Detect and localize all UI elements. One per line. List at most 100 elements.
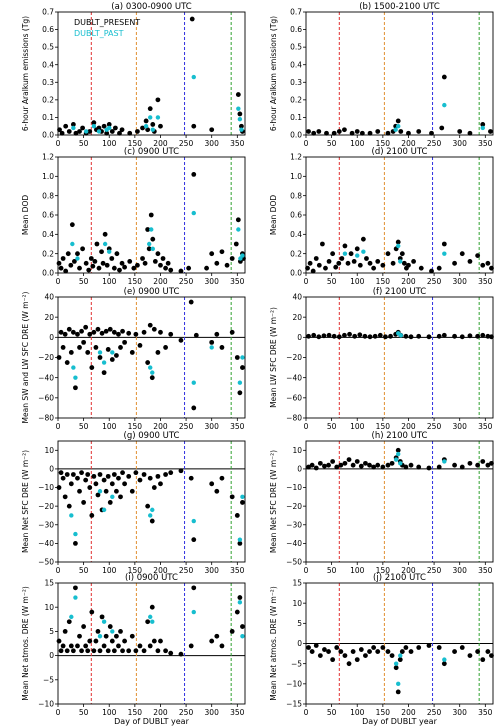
point-present bbox=[457, 129, 463, 134]
point-past bbox=[71, 365, 76, 370]
point-present bbox=[101, 477, 107, 483]
point-present bbox=[385, 251, 391, 257]
point-present bbox=[133, 470, 139, 476]
point-present bbox=[426, 334, 432, 340]
x-tick-label: 350 bbox=[478, 277, 493, 286]
y-tick-label: 0.4 bbox=[42, 60, 54, 69]
point-present bbox=[377, 332, 383, 338]
x-tick-label: 300 bbox=[205, 566, 220, 575]
point-present bbox=[178, 268, 184, 274]
y-tick-label: 0.7 bbox=[290, 8, 302, 17]
point-present bbox=[475, 649, 481, 654]
point-past bbox=[396, 124, 401, 129]
y-tick-label: −80 bbox=[38, 414, 54, 423]
y-tick-label: 20 bbox=[44, 313, 54, 322]
point-present bbox=[326, 649, 331, 654]
point-present bbox=[126, 473, 132, 479]
point-present bbox=[485, 260, 491, 266]
point-present bbox=[145, 619, 151, 625]
point-past bbox=[480, 125, 485, 131]
x-tick-label: 150 bbox=[128, 566, 143, 575]
point-present bbox=[109, 129, 115, 134]
point-past bbox=[102, 241, 108, 247]
point-present bbox=[122, 481, 128, 487]
point-present bbox=[363, 653, 368, 658]
point-present bbox=[429, 130, 434, 136]
point-past bbox=[396, 451, 401, 457]
point-present bbox=[56, 260, 62, 266]
y-tick-label: −40 bbox=[286, 539, 302, 548]
x-tick-label: 150 bbox=[128, 139, 143, 148]
y-tick-label: −60 bbox=[286, 393, 302, 402]
point-present bbox=[375, 462, 381, 468]
point-present bbox=[83, 324, 89, 330]
point-present bbox=[56, 638, 62, 644]
point-past bbox=[155, 115, 161, 120]
point-past bbox=[191, 380, 196, 385]
point-present bbox=[120, 328, 125, 334]
point-past bbox=[191, 609, 196, 615]
point-present bbox=[145, 127, 151, 133]
point-present bbox=[416, 645, 422, 650]
axes-frame bbox=[305, 440, 494, 563]
point-present bbox=[395, 239, 401, 245]
x-tick-label: 50 bbox=[79, 708, 89, 717]
point-present bbox=[342, 127, 347, 133]
point-present bbox=[119, 127, 125, 133]
point-present bbox=[416, 464, 422, 470]
x-tick-label: 100 bbox=[350, 139, 365, 148]
point-present bbox=[135, 262, 140, 268]
point-past bbox=[236, 227, 241, 232]
point-present bbox=[109, 357, 115, 362]
point-present bbox=[129, 488, 135, 494]
point-present bbox=[158, 123, 163, 129]
y-tick-label: −80 bbox=[286, 414, 302, 423]
point-present bbox=[403, 464, 409, 470]
x-tick-label: 200 bbox=[153, 422, 168, 431]
point-present bbox=[89, 609, 95, 615]
point-present bbox=[224, 262, 230, 268]
point-present bbox=[59, 130, 65, 136]
x-axis-label: Day of DUBLT year bbox=[362, 717, 437, 726]
point-present bbox=[371, 464, 377, 470]
point-past bbox=[240, 253, 245, 258]
point-present bbox=[75, 643, 80, 649]
point-present bbox=[452, 333, 457, 339]
point-present bbox=[235, 92, 241, 97]
point-present bbox=[350, 462, 356, 468]
y-tick-label: −50 bbox=[38, 558, 54, 567]
y-axis-label: Mean Net SFC DRE (W m⁻²) bbox=[21, 450, 30, 553]
point-present bbox=[70, 472, 76, 477]
point-present bbox=[214, 488, 220, 494]
point-present bbox=[209, 127, 215, 133]
point-present bbox=[342, 653, 348, 658]
point-present bbox=[70, 329, 76, 335]
point-past bbox=[149, 227, 154, 232]
point-present bbox=[188, 475, 194, 481]
panel-title: (f) 2100 UTC bbox=[373, 287, 427, 297]
point-present bbox=[103, 488, 109, 494]
point-present bbox=[436, 464, 442, 470]
point-present bbox=[70, 648, 76, 654]
point-past bbox=[191, 210, 196, 216]
point-present bbox=[380, 262, 386, 268]
point-present bbox=[66, 503, 72, 509]
point-present bbox=[398, 129, 404, 134]
point-present bbox=[346, 457, 352, 463]
point-present bbox=[209, 481, 215, 487]
point-present bbox=[95, 629, 101, 634]
point-present bbox=[488, 129, 493, 134]
point-present bbox=[393, 665, 399, 671]
point-present bbox=[459, 464, 465, 470]
y-tick-label: 0 bbox=[297, 639, 302, 648]
point-present bbox=[73, 385, 78, 391]
point-present bbox=[362, 333, 368, 339]
point-present bbox=[324, 130, 329, 136]
point-present bbox=[385, 649, 391, 654]
point-past bbox=[237, 537, 243, 542]
y-tick-label: 0.6 bbox=[290, 211, 302, 220]
point-past bbox=[73, 531, 78, 537]
point-present bbox=[480, 657, 486, 663]
